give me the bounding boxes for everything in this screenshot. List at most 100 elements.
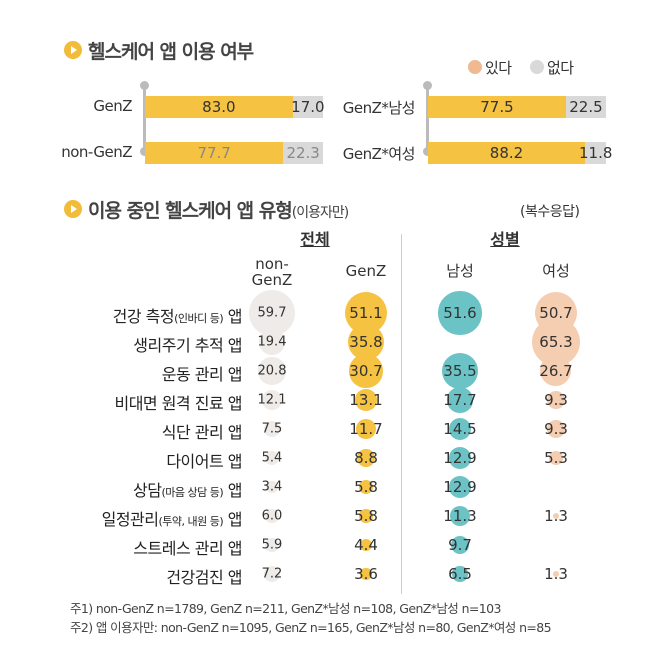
- row-label-part: 생리주기 추적 앱: [133, 336, 242, 355]
- row-label: 건강 측정(인바디 등) 앱: [20, 303, 243, 327]
- bubble-value: 12.1: [257, 392, 287, 408]
- row-label-part: (인바디 등): [174, 312, 224, 325]
- row-label-part: 앱: [223, 510, 243, 529]
- row-label: 식단 관리 앱: [20, 419, 243, 443]
- column-header-line: 여성: [542, 262, 570, 280]
- bubble-value: 5.9: [261, 537, 283, 553]
- bar-value-yes: 77.7: [197, 144, 231, 162]
- row-label-part: (마음 상담 등): [161, 486, 224, 499]
- row-label: 일정관리(투약, 내원 등) 앱: [20, 506, 243, 530]
- bubble-value: 65.3: [539, 333, 573, 351]
- bubble-value: 35.8: [349, 333, 383, 351]
- bubble: [449, 505, 471, 527]
- bubble: [261, 389, 283, 411]
- axis-dot: [140, 81, 149, 90]
- stacked-bar: 88.2 11.8: [428, 142, 612, 164]
- bubble-value: 26.7: [539, 362, 573, 380]
- bubble: [263, 565, 281, 583]
- bubble: [258, 328, 286, 356]
- bubble: [549, 451, 563, 465]
- bubble-value: 5.8: [354, 478, 378, 496]
- bar-segment-no: [565, 96, 606, 118]
- bubble-value: 17.7: [443, 391, 477, 409]
- bar-category-label: GenZ: [93, 97, 132, 115]
- row-label-part: 운동 관리 앱: [161, 365, 243, 384]
- column-header-line: non-: [255, 255, 289, 273]
- row-label-part: 다이어트 앱: [166, 452, 242, 471]
- bubble: [452, 566, 468, 582]
- bubble: [358, 479, 374, 495]
- bar-category-label: GenZ*여성: [342, 145, 416, 163]
- row-label-part: (투약, 내원 등): [158, 515, 224, 528]
- column-header: 남성: [425, 263, 495, 279]
- bar-segment-no: [584, 142, 606, 164]
- play-bullet-icon: [64, 200, 82, 218]
- section2-title-suffix: (이용자만): [291, 205, 349, 221]
- column-header-line: GenZ: [251, 271, 293, 289]
- section1-title: 헬스케어 앱 이용 여부: [88, 41, 254, 63]
- legend-yes-swatch: [468, 60, 482, 74]
- bar-value-no: 17.0: [291, 98, 325, 116]
- bubble: [258, 357, 286, 385]
- bubble: [449, 476, 471, 498]
- bubble-value: 6.0: [261, 508, 283, 524]
- bubble: [450, 535, 470, 555]
- bubble: [447, 387, 473, 413]
- bar-value-yes: 88.2: [489, 144, 524, 162]
- bar-segment-yes: [428, 142, 585, 164]
- bar-value-no: 22.3: [286, 144, 320, 162]
- row-label: 운동 관리 앱: [20, 361, 243, 385]
- bubble-value: 3.4: [261, 479, 283, 495]
- axis-dot: [423, 147, 432, 156]
- column-header: non- GenZ: [237, 256, 307, 288]
- axis-dot: [140, 147, 149, 156]
- row-label: 비대면 원격 진료 앱: [20, 390, 242, 414]
- row-label: 생리주기 추적 앱: [20, 332, 242, 356]
- bubble-value: 6.5: [448, 565, 472, 583]
- bubble-value: 8.8: [354, 449, 378, 467]
- bubble-value: 12.9: [443, 449, 477, 467]
- column-header-line: GenZ: [345, 262, 387, 280]
- bubble-value: 20.8: [257, 363, 287, 379]
- bubble-value: 9.7: [448, 536, 472, 554]
- bar-value-yes: 77.5: [480, 98, 514, 116]
- bubble: [349, 354, 383, 388]
- group-divider: [401, 234, 402, 594]
- bubble-value: 51.6: [443, 304, 477, 322]
- multiple-response-note: (복수응답): [520, 204, 580, 220]
- group-total-label: 전체: [300, 230, 330, 249]
- bubble-value: 59.7: [257, 305, 287, 321]
- play-bullet-icon: [64, 41, 82, 59]
- bubble-value: 12.9: [443, 478, 477, 496]
- group-gender-label: 성별: [490, 230, 520, 249]
- bar-value-no: 22.5: [569, 98, 603, 116]
- section2-title-text: 이용 중인 헬스케어 앱 유형: [88, 200, 293, 222]
- column-header: 여성: [521, 263, 591, 279]
- bar-segment-no: [283, 142, 323, 164]
- stacked-bar: 83.0 17.0: [145, 96, 325, 118]
- legend-yes-label: 있다: [485, 59, 512, 77]
- bubble: [357, 449, 375, 467]
- right-axis: [426, 84, 429, 152]
- bubble-value: 3.6: [354, 565, 378, 583]
- bubble-value: 13.1: [349, 391, 383, 409]
- bubble: [265, 451, 279, 465]
- bubble-value: 7.5: [261, 421, 283, 437]
- bubble: [438, 291, 482, 335]
- bubble-value: 11.7: [349, 420, 383, 438]
- bubble-value: 5.3: [544, 449, 568, 467]
- bar-segment-yes: [145, 96, 293, 118]
- bubble: [355, 418, 377, 440]
- bar-segment-yes: [428, 96, 566, 118]
- bubble: [264, 508, 280, 524]
- footnote-2: 주2) 앱 이용자만: non-GenZ n=1095, GenZ n=165,…: [70, 620, 552, 635]
- column-header-line: 남성: [446, 262, 474, 280]
- row-label-part: 앱: [223, 481, 243, 500]
- bubble-value: 51.1: [349, 304, 383, 322]
- bubble: [348, 324, 384, 360]
- legend-no-swatch: [530, 60, 544, 74]
- bar-value-yes: 83.0: [202, 98, 236, 116]
- bubble: [248, 289, 296, 337]
- row-label: 건강검진 앱: [20, 564, 242, 588]
